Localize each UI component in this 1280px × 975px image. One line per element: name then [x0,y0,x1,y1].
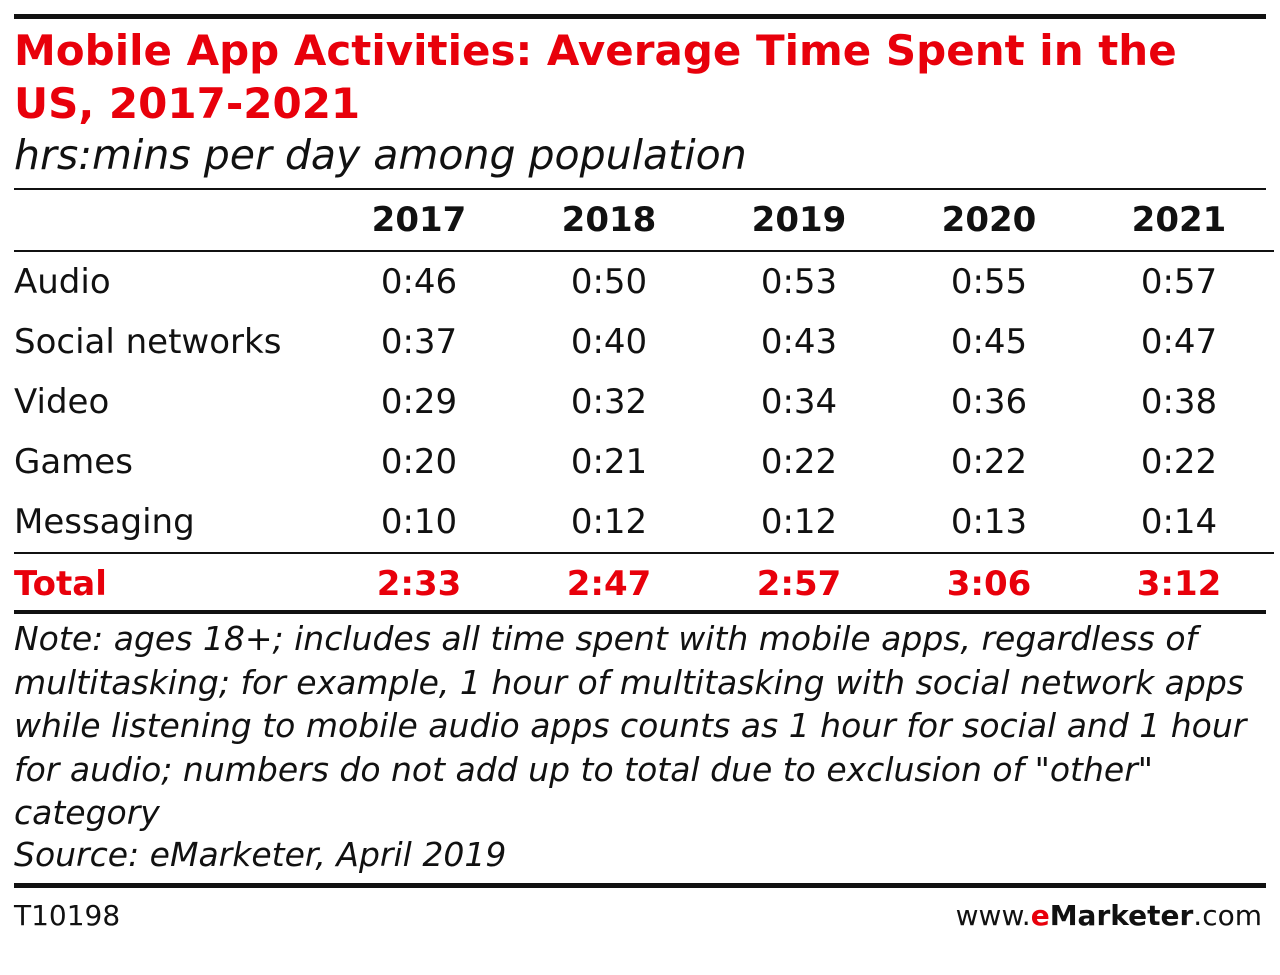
cell-total-2017: 2:33 [324,552,514,614]
brand-suffix: .com [1193,899,1262,932]
table-row-total: Total 2:33 2:47 2:57 3:06 3:12 [14,552,1274,614]
cell-social-networks-2017: 0:37 [380,322,458,362]
row-label: Total [14,552,324,614]
cell-social-networks-2018: 0:40 [570,322,648,362]
cell-audio-2018: 0:50 [570,262,648,302]
cell-video-2020: 0:36 [950,382,1028,422]
table-row-messaging: Messaging 0:10 0:12 0:12 0:13 0:14 [14,492,1274,553]
row-label: Social networks [14,322,282,362]
chart-id: T10198 [14,899,121,932]
column-header-2018: 2018 [514,190,704,252]
top-rule [14,14,1266,19]
footnote: Note: ages 18+; includes all time spent … [14,619,1247,832]
column-header-2017: 2017 [324,190,514,252]
cell-social-networks-2019: 0:43 [760,322,838,362]
cell-messaging-2020: 0:13 [950,502,1028,542]
cell-audio-2021: 0:57 [1140,262,1218,302]
brand-e: e [1030,899,1050,932]
cell-messaging-2021: 0:14 [1140,502,1218,542]
table-row-audio: Audio 0:46 0:50 0:53 0:55 0:57 [14,251,1274,312]
cell-video-2021: 0:38 [1140,382,1218,422]
cell-games-2020: 0:22 [950,442,1028,482]
cell-games-2021: 0:22 [1140,442,1218,482]
cell-total-2021: 3:12 [1084,552,1274,614]
cell-games-2019: 0:22 [760,442,838,482]
row-label: Messaging [14,502,195,542]
chart-title: Mobile App Activities: Average Time Spen… [14,26,1177,128]
data-table: 2017 2018 2019 2020 2021 Audio 0:46 0:50 0:53 0:… [14,190,1274,614]
table-bottom-rule [14,610,1266,614]
cell-audio-2017: 0:46 [380,262,458,302]
cell-total-2020: 3:06 [894,552,1084,614]
cell-messaging-2019: 0:12 [760,502,838,542]
cell-games-2017: 0:20 [380,442,458,482]
header-corner [14,190,324,252]
cell-social-networks-2021: 0:47 [1140,322,1218,362]
row-label: Games [14,442,133,482]
cell-video-2018: 0:32 [570,382,648,422]
table-row-video: Video 0:29 0:32 0:34 0:36 0:38 [14,372,1274,432]
column-header-2019: 2019 [704,190,894,252]
cell-audio-2019: 0:53 [760,262,838,302]
table-row-social-networks: Social networks 0:37 0:40 0:43 0:45 0:47 [14,312,1274,372]
table-row-games: Games 0:20 0:21 0:22 0:22 0:22 [14,432,1274,492]
header-row: 2017 2018 2019 2020 2021 [14,190,1274,252]
table-top-rule [14,188,1266,190]
source-line: Source: eMarketer, April 2019 [14,835,507,874]
cell-video-2017: 0:29 [380,382,458,422]
brand-logo: www.eMarketer.com [956,899,1262,933]
cell-total-2018: 2:47 [514,552,704,614]
brand-prefix: www. [955,899,1031,932]
chart-subtitle: hrs:mins per day among population [14,131,747,179]
cell-games-2018: 0:21 [570,442,648,482]
column-header-2020: 2020 [894,190,1084,252]
footer-rule [14,883,1266,888]
cell-social-networks-2020: 0:45 [950,322,1028,362]
table-body: Audio 0:46 0:50 0:53 0:55 0:57 Social networks… [14,251,1274,614]
cell-messaging-2018: 0:12 [570,502,648,542]
brand-name: Marketer [1049,899,1194,932]
cell-total-2019: 2:57 [704,552,894,614]
cell-audio-2020: 0:55 [950,262,1028,302]
column-header-2021: 2021 [1084,190,1274,252]
cell-video-2019: 0:34 [760,382,838,422]
row-label: Video [14,382,110,422]
row-label: Audio [14,262,111,302]
cell-messaging-2017: 0:10 [380,502,458,542]
